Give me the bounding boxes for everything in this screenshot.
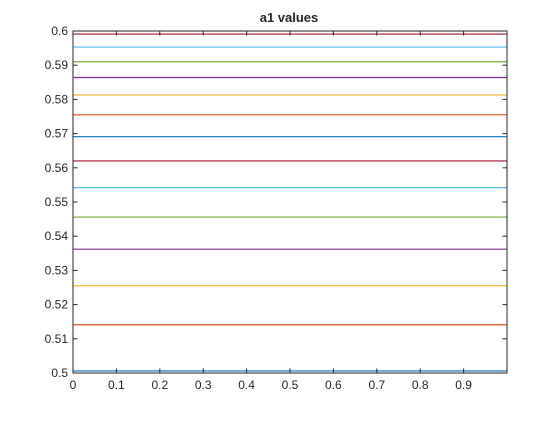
y-tick-label: 0.57 — [45, 127, 69, 141]
x-tick-label: 0.6 — [325, 378, 342, 392]
y-tick-label: 0.55 — [45, 195, 69, 209]
series-layer — [73, 33, 507, 372]
x-tick-label: 0.2 — [151, 378, 168, 392]
y-tick-label: 0.58 — [45, 92, 69, 106]
y-tick-label: 0.56 — [45, 161, 69, 175]
y-tick-label: 0.53 — [45, 263, 69, 277]
x-tick-label: 0 — [70, 378, 77, 392]
x-tick-label: 0.5 — [282, 378, 299, 392]
y-tick-label: 0.6 — [51, 24, 68, 38]
axes-layer: 0 0.1 0.2 0.3 0.4 0.5 0.6 0.7 0.8 0.9 0.5 0.51 0.52 0… — [45, 24, 508, 392]
y-tick-label: 0.54 — [45, 229, 69, 243]
x-tick-label: 0.3 — [195, 378, 212, 392]
y-tick-label: 0.52 — [45, 298, 69, 312]
x-tick-label: 0.7 — [368, 378, 385, 392]
chart-title: a1 values — [260, 10, 319, 25]
x-tick-label: 0.8 — [412, 378, 429, 392]
y-tick-label: 0.59 — [45, 58, 69, 72]
x-tick-label: 0.1 — [108, 378, 125, 392]
y-tick-label: 0.5 — [51, 366, 68, 380]
x-tick-label: 0.4 — [238, 378, 255, 392]
y-tick-label: 0.51 — [45, 332, 69, 346]
axes-box — [72, 30, 508, 374]
x-tick-label: 0.9 — [455, 378, 472, 392]
